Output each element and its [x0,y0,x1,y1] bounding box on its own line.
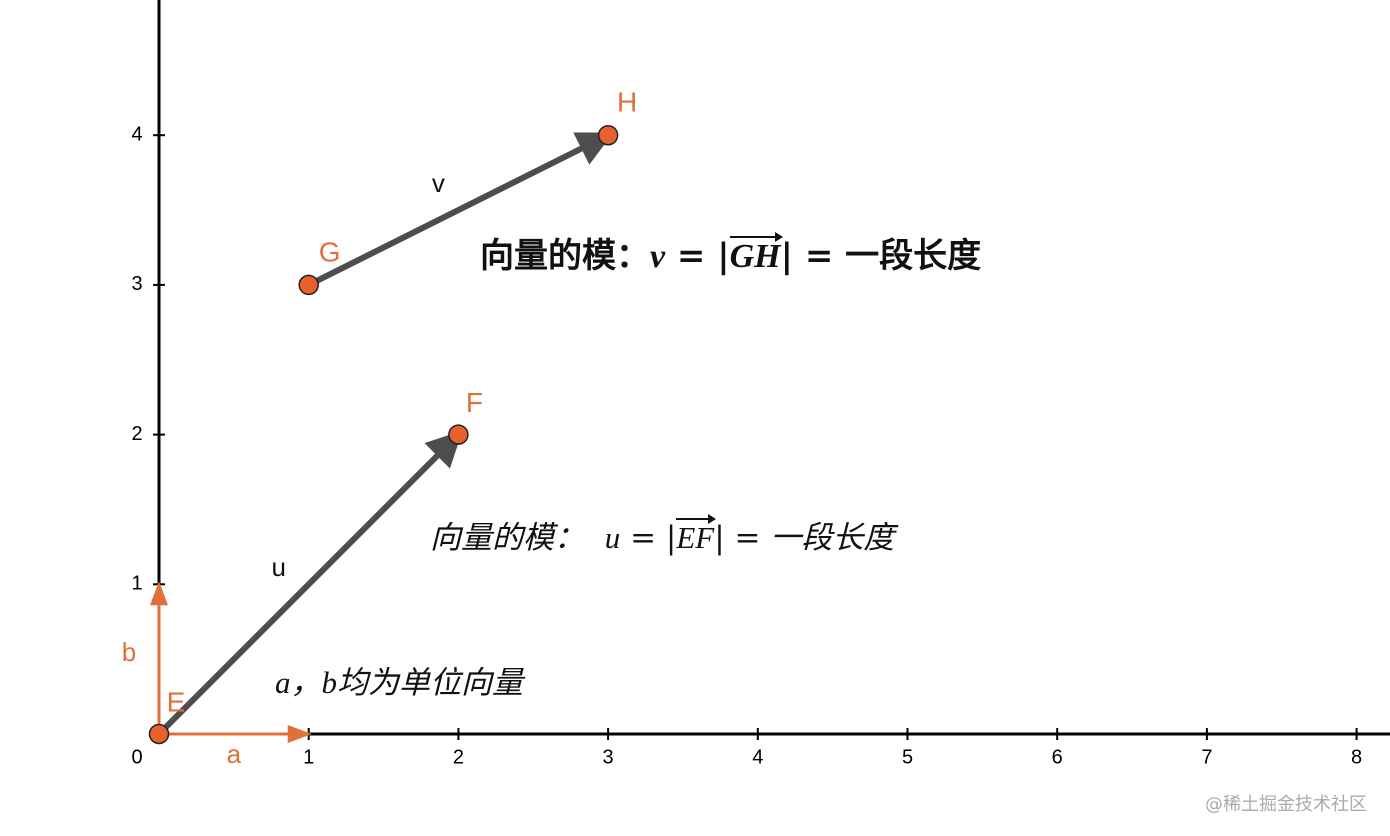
point [448,424,469,445]
vector-label: v [432,168,445,198]
point-label: G [319,236,341,267]
vector-label: a [227,739,242,769]
y-tick-label: 3 [131,273,142,295]
text-part: | = [714,520,771,556]
text-part: u [604,520,621,555]
vector-label: u [271,552,285,582]
y-tick-label: 4 [131,123,142,145]
text-part: b [321,665,338,700]
point [298,274,319,296]
annotation: a，b均为单位向量 [275,657,523,702]
point [597,124,619,146]
text-part: 均为单位向量 [337,665,523,701]
text-part: 向量的模： [430,520,605,556]
x-tick-label: 8 [1351,746,1362,768]
annotation: 向量的模：v = |GH| = 一段长度 [480,228,981,277]
vector-name: EF [676,514,717,555]
point [148,723,170,745]
text-part: = | [620,520,677,556]
text-part: a [275,665,291,700]
vector [156,430,463,737]
x-tick-label: 3 [603,746,614,768]
text-part: 向量的模： [480,236,650,276]
point-label: H [617,87,637,118]
point-label: E [167,686,186,717]
x-tick-label: 5 [902,746,913,768]
text-part: v [650,238,666,275]
x-tick-label: 6 [1052,746,1063,768]
annotation: 向量的模： u = |EF| = 一段长度 [430,512,894,557]
x-tick-label: 0 [131,746,142,768]
y-tick-label: 1 [131,573,142,595]
text-part: ， [290,665,322,701]
vector-label: b [122,637,136,667]
x-tick-label: 1 [303,746,314,768]
text-part: 一段长度 [845,236,982,276]
watermark: @稀土掘金技术社区 [1205,794,1367,815]
text-part: | = [780,236,846,276]
vector [307,132,614,288]
y-tick-label: 2 [131,423,142,445]
x-tick-label: 2 [453,746,464,768]
x-tick-label: 7 [1201,746,1212,768]
vector-name: GH [729,232,783,275]
text-part: = | [665,236,730,276]
point-label: F [466,387,483,418]
x-tick-label: 4 [752,746,763,768]
text-part: 一段长度 [770,520,895,556]
